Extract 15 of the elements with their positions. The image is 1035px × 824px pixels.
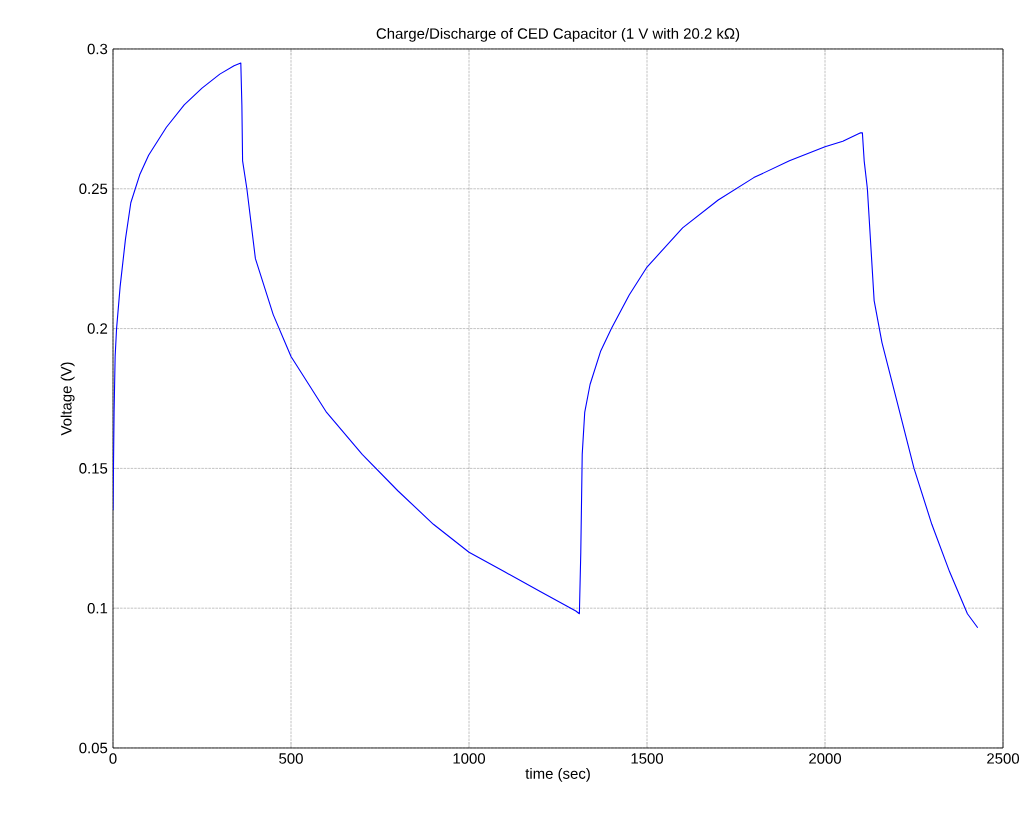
y-tick-label: 0.25: [79, 183, 108, 195]
chart-title: Charge/Discharge of CED Capacitor (1 V with 20.2 kΩ): [376, 27, 740, 42]
y-axis-title: Voltage (V): [60, 362, 75, 436]
x-tick-label: 0: [109, 753, 117, 764]
y-tick-label: 0.05: [79, 742, 108, 754]
y-tick-label: 0.3: [87, 43, 108, 55]
x-tick-label: 500: [279, 753, 303, 764]
y-tick-label: 0.15: [79, 463, 108, 474]
x-tick-label: 2000: [809, 753, 842, 764]
x-tick-label: 1500: [631, 753, 664, 764]
x-axis-title: time (sec): [525, 767, 590, 782]
x-tick-label: 1000: [453, 753, 486, 764]
y-tick-label: 0.1: [87, 602, 108, 614]
y-tick-label: 0.2: [87, 323, 108, 334]
x-tick-label: 2500: [987, 753, 1020, 764]
